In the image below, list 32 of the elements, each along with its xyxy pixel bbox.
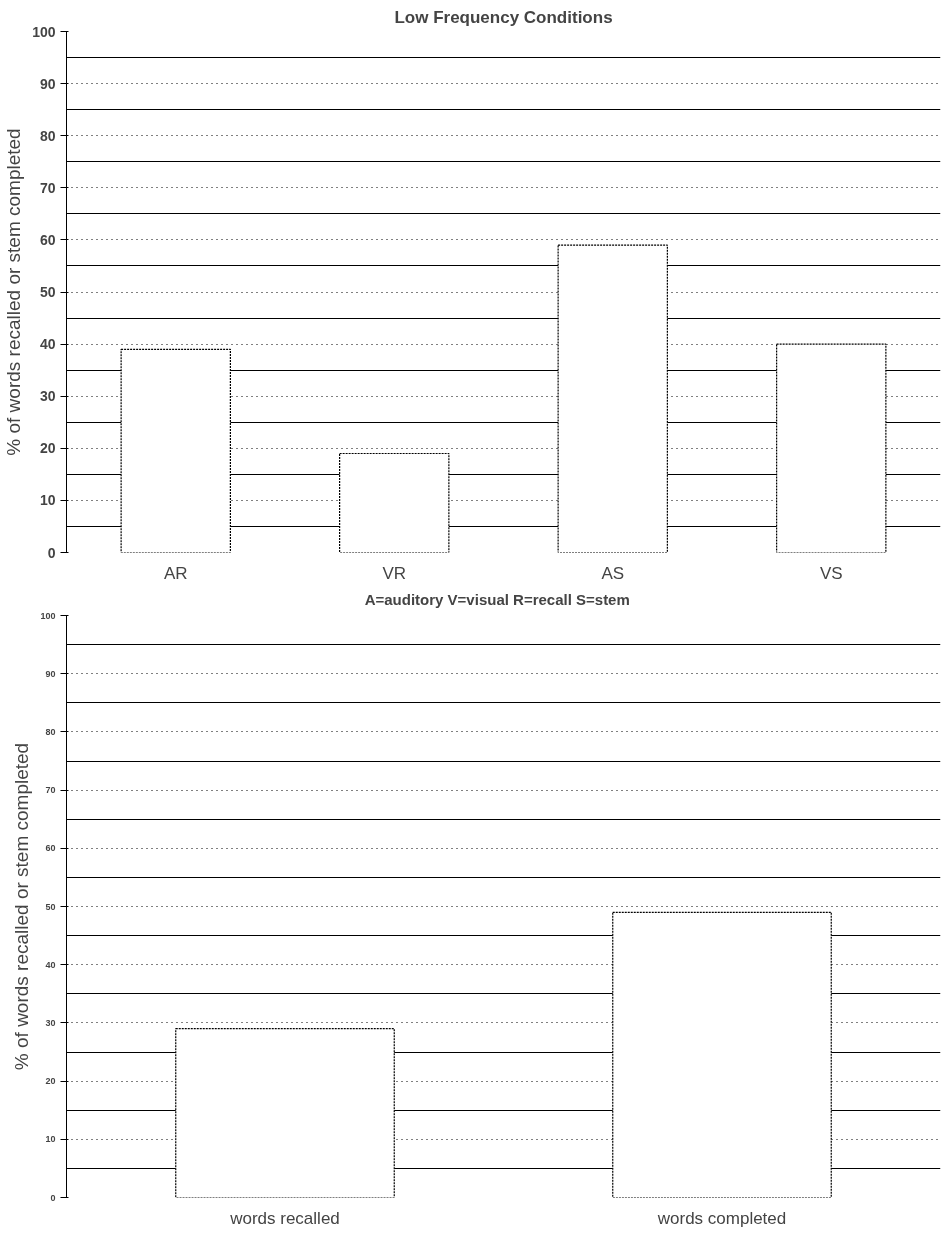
y-tick-label: 50 bbox=[39, 284, 56, 300]
y-tick-label: 60 bbox=[39, 231, 56, 248]
chart-title: Low Frequency Conditions bbox=[394, 7, 613, 27]
y-tick-label: 30 bbox=[39, 388, 56, 405]
y-tick-label: 0 bbox=[50, 1192, 56, 1203]
y-tick-label: 0 bbox=[47, 544, 56, 561]
y-tick-label: 20 bbox=[45, 1076, 56, 1087]
x-axis-title: A=auditory V=visual R=recall S=stem bbox=[364, 590, 630, 608]
y-tick-label: 10 bbox=[39, 492, 56, 509]
x-tick-label: words recalled bbox=[229, 1208, 340, 1228]
y-tick-label: 10 bbox=[45, 1134, 56, 1145]
y-tick-label: 40 bbox=[45, 959, 56, 970]
y-tick-label: 80 bbox=[39, 127, 56, 144]
y-tick-label: 70 bbox=[39, 179, 56, 196]
y-tick-label: 60 bbox=[45, 843, 56, 854]
y-axis-title: % of words recalled or stem completed bbox=[11, 742, 33, 1071]
y-tick-label: 30 bbox=[45, 1017, 56, 1028]
y-tick-label: 100 bbox=[40, 610, 56, 621]
y-tick-label: 90 bbox=[39, 75, 56, 92]
x-tick-label: VR bbox=[382, 563, 407, 583]
y-tick-label: 100 bbox=[32, 23, 56, 40]
x-tick-label: AS bbox=[601, 563, 625, 583]
y-tick-label: 80 bbox=[45, 726, 56, 737]
y-tick-label: 40 bbox=[39, 336, 56, 353]
y-tick-label: 20 bbox=[39, 440, 56, 457]
y-tick-label: 90 bbox=[45, 668, 56, 679]
x-tick-label: words completed bbox=[656, 1208, 787, 1228]
y-axis-title: % of words recalled or stem completed bbox=[3, 128, 25, 456]
x-tick-label: VS bbox=[819, 563, 843, 583]
x-tick-label: AR bbox=[163, 563, 188, 583]
y-tick-label: 70 bbox=[45, 785, 56, 796]
y-tick-label: 50 bbox=[45, 901, 56, 912]
